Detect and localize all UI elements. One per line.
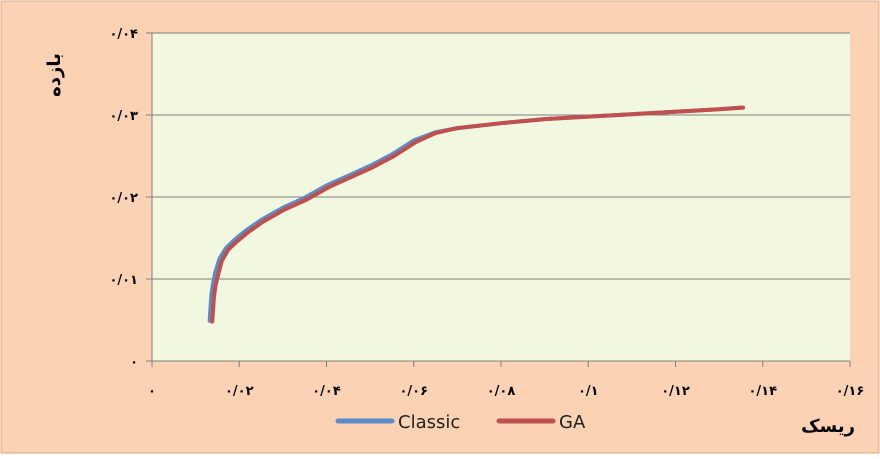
y-tick-label: ۰/۰۲	[109, 191, 138, 206]
y-tick-label: ۰/۰۴	[109, 27, 138, 42]
series-lines	[207, 105, 746, 324]
x-tick-label: ۰/۰۸	[487, 384, 516, 399]
y-tick-label: ۰/۰۳	[109, 109, 138, 124]
y-tick-labels: ۰ ۰/۰۱ ۰/۰۲ ۰/۰۳ ۰/۰۴	[109, 27, 138, 370]
y-axis-label: بازده	[44, 53, 65, 97]
legend-label-ga: GA	[559, 412, 586, 433]
x-tick-label: ۰/۰۲	[225, 384, 254, 399]
x-tick-label: ۰/۰۶	[399, 384, 428, 399]
x-tick-label: ۰/۱۲	[661, 384, 690, 399]
x-tick-label: ۰	[148, 384, 156, 399]
gridlines	[152, 32, 850, 280]
x-tick-label: ۰/۱۴	[748, 384, 777, 399]
x-tick-label: ۰/۱۶	[836, 384, 865, 399]
legend: Classic GA	[335, 412, 586, 433]
x-tick-label: ۰/۰۴	[312, 384, 341, 399]
y-tick-label: ۰	[130, 355, 138, 370]
x-tick-labels: ۰ ۰/۰۲ ۰/۰۴ ۰/۰۶ ۰/۰۸ ۰/۱ ۰/۱۲ ۰/۱۴ ۰/۱۶	[148, 384, 864, 399]
x-axis-label: ریسک	[801, 416, 855, 437]
y-tick-label: ۰/۰۱	[109, 273, 138, 288]
x-tick-label: ۰/۱	[578, 384, 599, 399]
axes	[146, 32, 851, 367]
legend-label-classic: Classic	[398, 412, 460, 433]
series-line-ga	[210, 105, 746, 324]
